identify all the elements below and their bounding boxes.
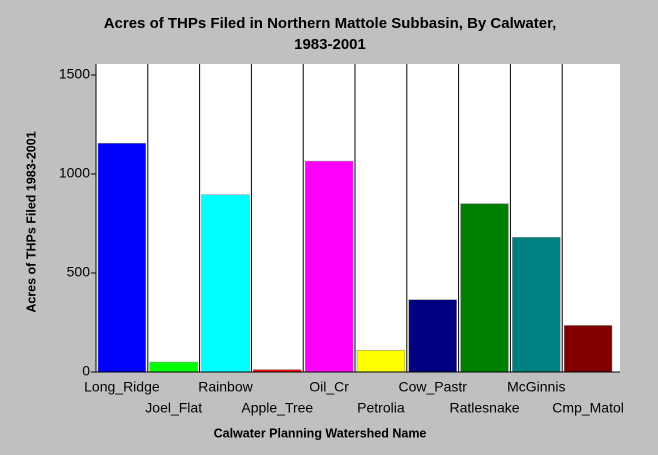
bar [408, 299, 457, 373]
bar [97, 143, 147, 373]
x-tick-label: Oil_Cr [309, 379, 349, 395]
y-tick-label: 500 [67, 264, 91, 280]
bar [512, 237, 561, 373]
x-tick-label: Long_Ridge [84, 379, 160, 395]
x-tick-label: Joel_Flat [145, 400, 202, 416]
bar [304, 160, 354, 373]
x-tick-label: Ratlesnake [449, 400, 519, 416]
y-tick-label: 1000 [59, 165, 90, 181]
bar [201, 194, 250, 373]
bar [460, 203, 509, 373]
x-axis-title: Calwater Planning Watershed Name [214, 426, 427, 440]
x-tick-label: Rainbow [198, 379, 253, 395]
bar [149, 361, 198, 373]
x-tick-label: Cmp_Matol [552, 400, 624, 416]
y-tick-label: 0 [82, 363, 90, 379]
y-tick-label: 1500 [59, 66, 90, 82]
chart-title: 1983-2001 [294, 36, 366, 53]
bar [356, 349, 406, 373]
x-tick-label: Cow_Pastr [398, 379, 467, 395]
x-tick-label: Apple_Tree [241, 400, 313, 416]
chart-title: Acres of THPs Filed in Northern Mattole … [104, 15, 557, 32]
bar [563, 325, 613, 373]
y-axis-title: Acres of THPs Filed 1983-2001 [24, 131, 38, 312]
x-tick-label: McGinnis [507, 379, 565, 395]
x-tick-label: Petrolia [357, 400, 405, 416]
